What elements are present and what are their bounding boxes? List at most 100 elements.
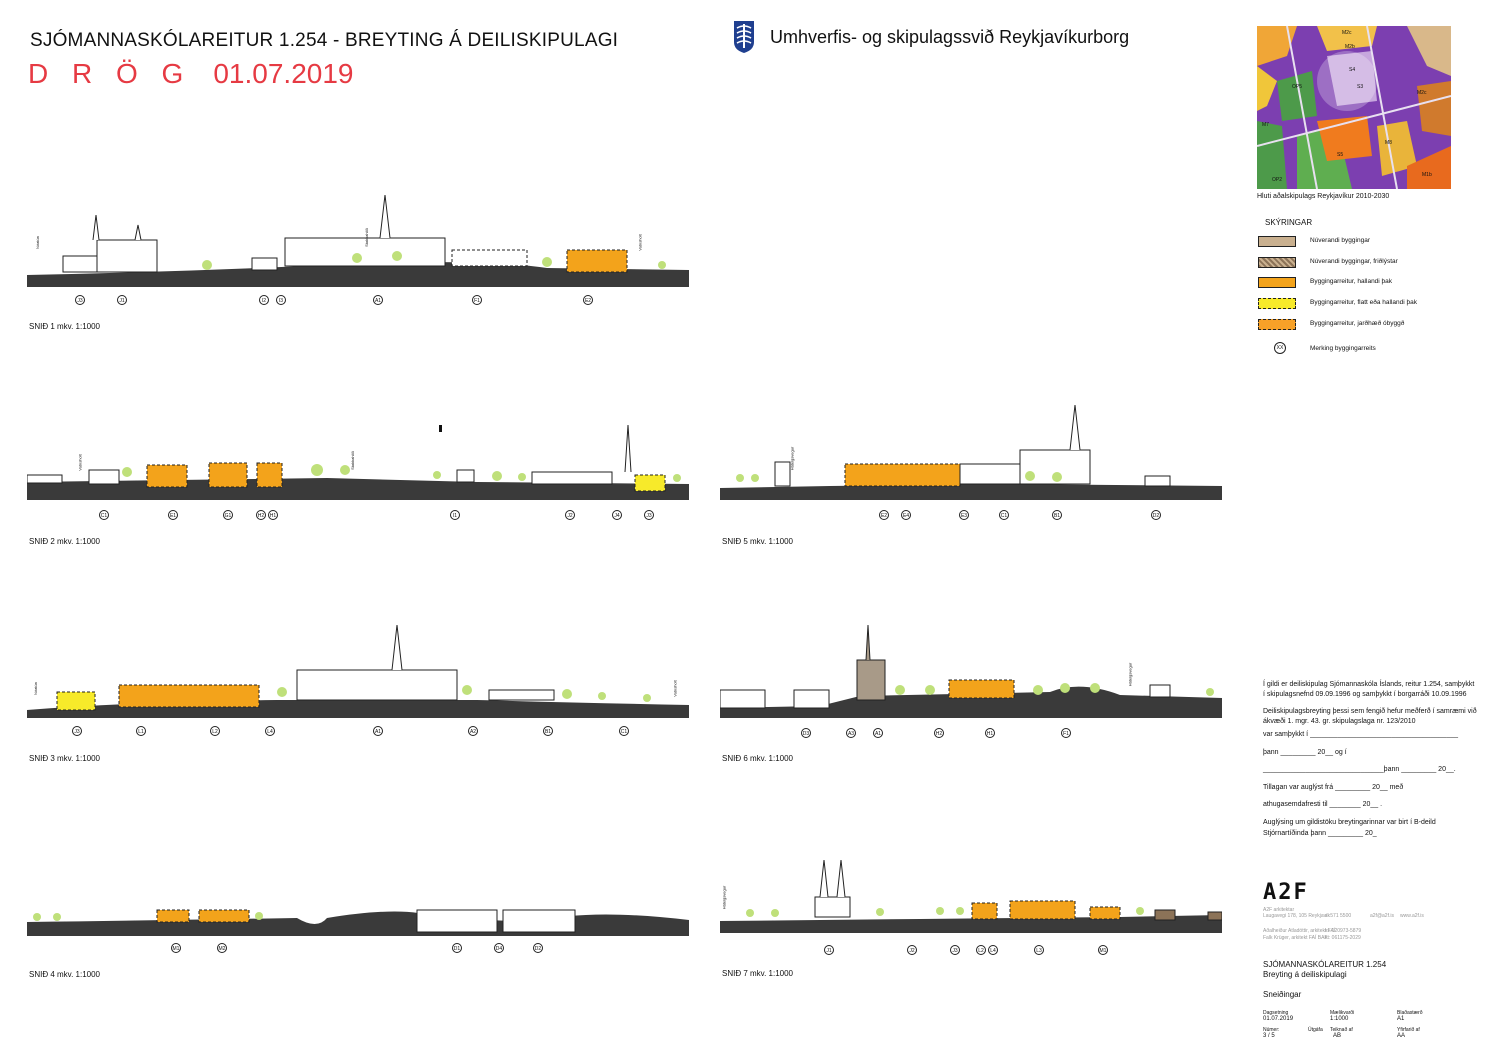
- street-label: Háteigsvegur: [789, 446, 795, 471]
- organization-name: Umhverfis- og skipulagssvið Reykjavíkurb…: [770, 27, 1130, 47]
- size-label: Blaðastærð: [1397, 1010, 1423, 1016]
- street-label: Vatnsholt: [672, 680, 678, 697]
- project-block: SJÓMANNASKÓLAREITUR 1.254 Breyting á dei…: [1263, 960, 1386, 1000]
- marker-e2: E2: [583, 295, 593, 305]
- svg-text:M7: M7: [1262, 122, 1269, 128]
- marker-j3: J3: [72, 726, 82, 736]
- marker-j3: J3: [950, 945, 960, 955]
- section-6: D3 A3 A1 H2 H1 F1 Háteigsvegur SNIÐ 6 mk…: [720, 620, 1222, 763]
- marker-symbol-icon: XX: [1274, 342, 1286, 354]
- section-7-drawing: [720, 859, 1222, 933]
- marker-h1: H1: [268, 510, 278, 520]
- section-label: SNIÐ 2 mkv. 1:1000: [29, 537, 100, 546]
- firm-web: www.a2f.is: [1400, 913, 1424, 919]
- legend-title: SKÝRINGAR: [1265, 218, 1313, 227]
- architect-1: Aðalheiður Atladóttir, arkitekt FAÍ: [1263, 928, 1336, 934]
- legend-label: Núverandi byggingar, friðlýstar: [1310, 258, 1398, 265]
- date-label: Dagsetning: [1263, 1010, 1289, 1016]
- marker-c1: C1: [999, 510, 1009, 520]
- street-label: Vatnsholt: [637, 234, 643, 251]
- legend-label: Merking byggingarreits: [1310, 345, 1376, 352]
- project-name: SJÓMANNASKÓLAREITUR 1.254: [1263, 960, 1387, 969]
- street-label: Háteigsvegur: [1127, 662, 1133, 687]
- note-line: Stjórnartíðinda þann _________ 20_: [1263, 830, 1377, 837]
- firm-phone: s: 571 5500: [1325, 913, 1352, 919]
- street-label: Háteigsvegur: [721, 885, 727, 910]
- note-line: Auglýsing um gildistöku breytingarinnar …: [1263, 818, 1436, 826]
- note-line: athugasemdafresti til ________ 20__ .: [1263, 801, 1383, 808]
- section-label: SNIÐ 7 mkv. 1:1000: [722, 969, 793, 978]
- svg-text:S3: S3: [1357, 84, 1363, 90]
- date-value: 01.07.2019: [1263, 1016, 1294, 1022]
- svg-text:M8: M8: [1385, 140, 1392, 146]
- marker-d1: D1: [452, 943, 462, 953]
- marker-a3: A3: [846, 728, 856, 738]
- legend-item: Byggingarreitur, flatt eða hallandi þak: [1258, 298, 1478, 310]
- section-7: J1 J2 J3 L2 L4 L3 M1 Háteigsvegur SNIÐ 7…: [720, 855, 1222, 978]
- legend-item: Byggingarreitur, jarðhæð óbyggð: [1258, 319, 1478, 331]
- marker-a2: A2: [468, 726, 478, 736]
- marker-b1: B1: [1052, 510, 1062, 520]
- architect-2-id: kt: 061175-2029: [1325, 935, 1361, 941]
- firm-name: A2F arkitektar: [1263, 907, 1295, 913]
- marker-l3: L3: [1034, 945, 1044, 955]
- firm-address: Laugavegi 178, 105 Reykjavík: [1263, 913, 1330, 919]
- marker-b1: B1: [543, 726, 553, 736]
- scale-value: 1:1000: [1330, 1016, 1349, 1022]
- firm-email: a2f@a2f.is: [1370, 913, 1394, 919]
- legend-swatch: [1258, 298, 1296, 309]
- section-4-drawing: [27, 909, 689, 936]
- street-label: Nóatún: [34, 236, 40, 249]
- svg-text:OP2: OP2: [1272, 177, 1282, 183]
- section-2-drawing: [27, 424, 689, 500]
- project-subtitle: Breyting á deiliskipulagi: [1263, 970, 1347, 979]
- legend-label: Byggingarreitur, hallandi þak: [1310, 278, 1393, 285]
- svg-text:S4: S4: [1349, 67, 1355, 73]
- checked-label: Yfirfarið af: [1397, 1027, 1420, 1033]
- section-4: M1 M2 D1 D4 D2 SNIÐ 4 mkv. 1:1000: [27, 890, 689, 979]
- checked-value: AA: [1397, 1033, 1406, 1039]
- marker-f1: F1: [472, 295, 482, 305]
- street-label: Stakkahlíð: [363, 228, 369, 247]
- zoning-map-image: M2c M2b S4 OP5 M7 M2c S3 S5 M8 M1b OP2: [1257, 26, 1451, 189]
- note-line: Tillagan var auglýst frá _________ 20__ …: [1263, 783, 1404, 791]
- marker-j1: J1: [824, 945, 834, 955]
- section-label: SNIÐ 6 mkv. 1:1000: [722, 754, 793, 763]
- marker-e2: E2: [879, 510, 889, 520]
- note-amendment: Deiliskipulagsbreyting þessi sem fengið …: [1263, 708, 1477, 725]
- marker-j3: J3: [75, 295, 85, 305]
- marker-d4: D4: [494, 943, 504, 953]
- street-label: Stakkahlíð: [349, 451, 355, 470]
- scale-label: Mælikvarði: [1330, 1010, 1355, 1016]
- marker-e4: E4: [901, 510, 911, 520]
- marker-m2: M2: [217, 943, 227, 953]
- marker-f1: F1: [1061, 728, 1071, 738]
- street-label: Nóatún: [32, 682, 38, 695]
- svg-text:S5: S5: [1337, 152, 1343, 158]
- marker-l4: L4: [988, 945, 998, 955]
- drawn-label: Teiknað af: [1330, 1027, 1353, 1033]
- marker-e1: E1: [168, 510, 178, 520]
- legend-label: Byggingarreitur, jarðhæð óbyggð: [1310, 320, 1405, 327]
- section-label: SNIÐ 3 mkv. 1:1000: [29, 754, 100, 763]
- legend-label: Byggingarreitur, flatt eða hallandi þak: [1310, 299, 1417, 306]
- svg-text:M1b: M1b: [1422, 172, 1432, 178]
- note-line: _______________________________þann ____…: [1263, 766, 1456, 773]
- drawing-title: SJÓMANNASKÓLAREITUR 1.254 - BREYTING Á D…: [30, 30, 619, 51]
- section-label: SNIÐ 5 mkv. 1:1000: [722, 537, 793, 546]
- marker-d2: D2: [533, 943, 543, 953]
- marker-l1: L1: [136, 726, 146, 736]
- issue-label: Útgáfa: [1308, 1027, 1323, 1033]
- marker-d3: D3: [801, 728, 811, 738]
- marker-i2: I2: [259, 295, 269, 305]
- sheet-name: Sneiðingar: [1263, 990, 1302, 999]
- marker-a1: A1: [873, 728, 883, 738]
- marker-h2: H2: [256, 510, 266, 520]
- legend-swatch: [1258, 236, 1296, 247]
- marker-j1: J1: [117, 295, 127, 305]
- legend-item: Byggingarreitur, hallandi þak: [1258, 277, 1478, 289]
- firm-logo: A2F: [1263, 880, 1309, 905]
- section-5-drawing: [720, 404, 1222, 500]
- architect-1-id: kt: 120973-5879: [1325, 928, 1362, 934]
- marker-i1: I1: [450, 510, 460, 520]
